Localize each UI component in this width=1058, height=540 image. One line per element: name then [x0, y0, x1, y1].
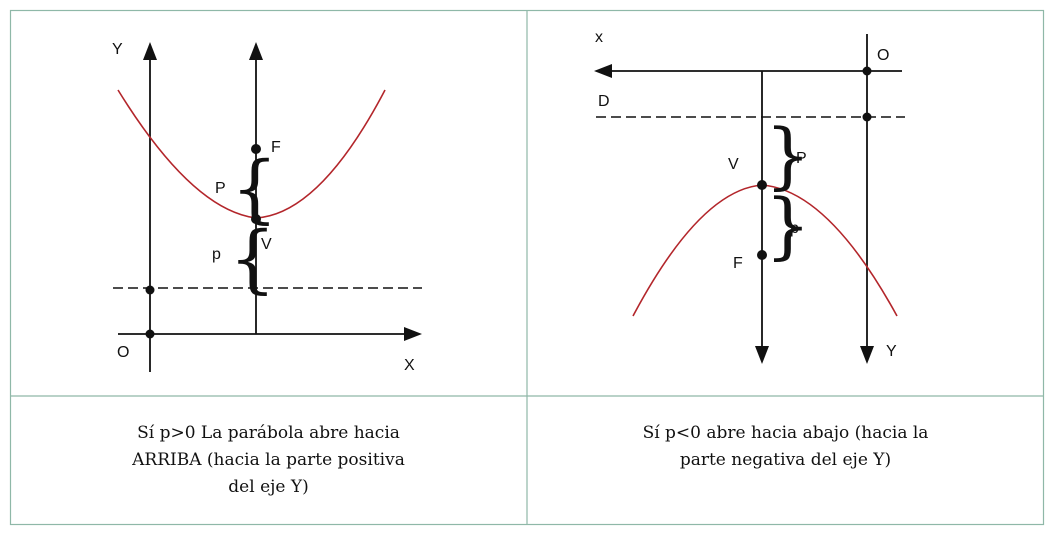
right-origin-point: [862, 66, 872, 76]
right-focus-point: [757, 250, 767, 260]
left-y-axis-label: Y: [112, 41, 123, 58]
left-upper-p-label: P: [215, 180, 226, 197]
right-symmetry-axis-arrow-icon: [755, 346, 769, 364]
right-y-axis-arrow-icon: [860, 346, 874, 364]
left-y-axis-arrow-icon: [143, 42, 157, 60]
right-lower-p-label: p: [790, 220, 799, 237]
right-x-axis-arrow-icon: [594, 64, 612, 78]
left-symmetry-axis-arrow-icon: [249, 42, 263, 60]
right-vertex-point: [757, 180, 767, 190]
right-directrix-label: D: [598, 93, 610, 110]
left-upper-brace: {: [231, 146, 278, 232]
left-x-axis-label: X: [404, 357, 415, 374]
left-caption: Sí p>0 La parábola abre hacia ARRIBA (ha…: [11, 397, 526, 524]
left-caption-line-2: ARRIBA (hacia la parte positiva: [132, 450, 405, 470]
right-lower-brace: }: [765, 183, 811, 267]
right-caption: Sí p<0 abre hacia abajo (hacia la parte …: [528, 397, 1043, 497]
left-caption-line-3: del eje Y): [228, 477, 309, 497]
left-caption-line-1: Sí p>0 La parábola abre hacia: [137, 423, 400, 443]
left-origin-point: [145, 329, 155, 339]
right-directrix-point: [862, 112, 872, 122]
right-x-axis-label: x: [595, 29, 603, 46]
left-lower-brace: {: [229, 216, 276, 302]
right-vertex-label: V: [728, 156, 739, 173]
right-upper-p-label: P: [796, 150, 807, 167]
right-focus-label: F: [733, 255, 743, 272]
left-vertex-point: [251, 214, 261, 224]
right-origin-label: O: [877, 47, 889, 64]
left-focus-label: F: [271, 139, 281, 156]
left-lower-p-label: p: [212, 246, 221, 263]
left-directrix-point: [145, 285, 155, 295]
left-vertex-label: V: [261, 236, 272, 253]
left-origin-label: O: [117, 344, 129, 361]
left-focus-point: [251, 144, 261, 154]
right-upper-brace: }: [765, 113, 811, 197]
right-caption-line-2: parte negativa del eje Y): [679, 450, 892, 470]
right-caption-line-1: Sí p<0 abre hacia abajo (hacia la: [642, 423, 929, 443]
left-x-axis-arrow-icon: [404, 327, 422, 341]
right-y-axis-label: Y: [886, 343, 897, 360]
